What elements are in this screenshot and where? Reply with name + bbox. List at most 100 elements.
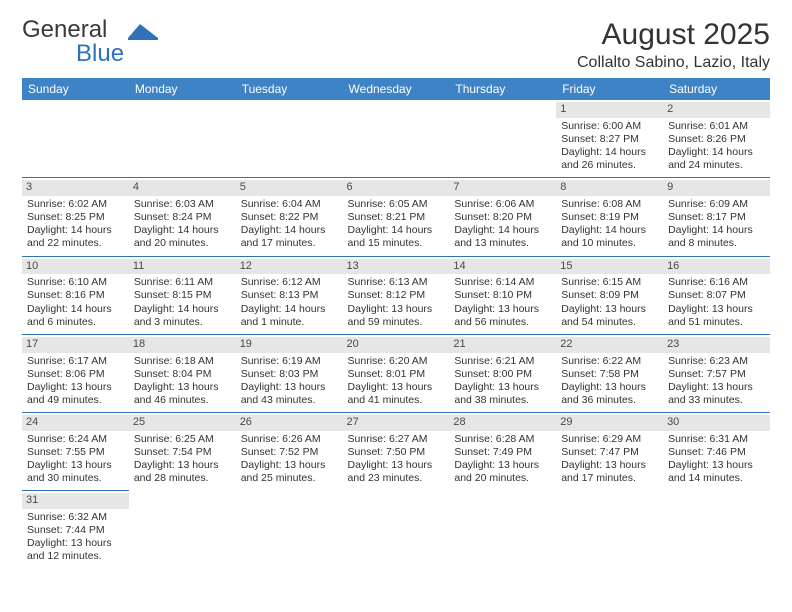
month-title: August 2025	[577, 18, 770, 52]
daylight-text: Daylight: 14 hours and 26 minutes.	[561, 146, 658, 172]
daylight-text: Daylight: 13 hours and 20 minutes.	[454, 459, 551, 485]
calendar-cell	[663, 491, 770, 569]
daylight-text: Daylight: 14 hours and 10 minutes.	[561, 224, 658, 250]
sunset-text: Sunset: 8:19 PM	[561, 211, 658, 224]
daylight-text: Daylight: 13 hours and 56 minutes.	[454, 303, 551, 329]
daylight-text: Daylight: 13 hours and 17 minutes.	[561, 459, 658, 485]
day-number: 27	[343, 415, 450, 431]
sunset-text: Sunset: 8:16 PM	[27, 289, 124, 302]
day-number: 13	[343, 259, 450, 275]
calendar-cell	[236, 491, 343, 569]
daylight-text: Daylight: 13 hours and 33 minutes.	[668, 381, 765, 407]
weekday-header: Monday	[129, 78, 236, 100]
sunset-text: Sunset: 8:01 PM	[348, 368, 445, 381]
day-number: 5	[236, 180, 343, 196]
calendar-cell	[236, 100, 343, 178]
logo-word2: Blue	[76, 40, 124, 67]
day-number: 16	[663, 259, 770, 275]
sunrise-text: Sunrise: 6:00 AM	[561, 120, 658, 133]
daylight-text: Daylight: 13 hours and 38 minutes.	[454, 381, 551, 407]
sunset-text: Sunset: 8:25 PM	[27, 211, 124, 224]
day-number: 3	[22, 180, 129, 196]
sunset-text: Sunset: 8:24 PM	[134, 211, 231, 224]
sunrise-text: Sunrise: 6:31 AM	[668, 433, 765, 446]
daylight-text: Daylight: 13 hours and 51 minutes.	[668, 303, 765, 329]
sunset-text: Sunset: 7:57 PM	[668, 368, 765, 381]
title-block: August 2025 Collalto Sabino, Lazio, Ital…	[577, 18, 770, 72]
calendar-cell: 13Sunrise: 6:13 AMSunset: 8:12 PMDayligh…	[343, 256, 450, 334]
sunset-text: Sunset: 8:00 PM	[454, 368, 551, 381]
calendar-cell: 19Sunrise: 6:19 AMSunset: 8:03 PMDayligh…	[236, 334, 343, 412]
day-number: 19	[236, 337, 343, 353]
day-number: 2	[663, 102, 770, 118]
calendar-cell: 5Sunrise: 6:04 AMSunset: 8:22 PMDaylight…	[236, 178, 343, 256]
day-number: 7	[449, 180, 556, 196]
sunrise-text: Sunrise: 6:17 AM	[27, 355, 124, 368]
calendar-cell: 4Sunrise: 6:03 AMSunset: 8:24 PMDaylight…	[129, 178, 236, 256]
day-number: 24	[22, 415, 129, 431]
sunrise-text: Sunrise: 6:15 AM	[561, 276, 658, 289]
sunrise-text: Sunrise: 6:28 AM	[454, 433, 551, 446]
sunrise-text: Sunrise: 6:25 AM	[134, 433, 231, 446]
daylight-text: Daylight: 14 hours and 24 minutes.	[668, 146, 765, 172]
day-number: 6	[343, 180, 450, 196]
day-number: 31	[22, 493, 129, 509]
calendar-cell: 26Sunrise: 6:26 AMSunset: 7:52 PMDayligh…	[236, 413, 343, 491]
day-number: 18	[129, 337, 236, 353]
day-number: 1	[556, 102, 663, 118]
calendar-cell: 6Sunrise: 6:05 AMSunset: 8:21 PMDaylight…	[343, 178, 450, 256]
flag-icon	[128, 20, 158, 42]
sunrise-text: Sunrise: 6:11 AM	[134, 276, 231, 289]
calendar-row: 1Sunrise: 6:00 AMSunset: 8:27 PMDaylight…	[22, 100, 770, 178]
day-number: 21	[449, 337, 556, 353]
calendar-cell: 29Sunrise: 6:29 AMSunset: 7:47 PMDayligh…	[556, 413, 663, 491]
calendar-cell: 18Sunrise: 6:18 AMSunset: 8:04 PMDayligh…	[129, 334, 236, 412]
day-number: 14	[449, 259, 556, 275]
calendar-cell: 22Sunrise: 6:22 AMSunset: 7:58 PMDayligh…	[556, 334, 663, 412]
sunrise-text: Sunrise: 6:24 AM	[27, 433, 124, 446]
sunset-text: Sunset: 8:04 PM	[134, 368, 231, 381]
sunrise-text: Sunrise: 6:02 AM	[27, 198, 124, 211]
sunrise-text: Sunrise: 6:23 AM	[668, 355, 765, 368]
day-number: 29	[556, 415, 663, 431]
location: Collalto Sabino, Lazio, Italy	[577, 54, 770, 72]
calendar-row: 17Sunrise: 6:17 AMSunset: 8:06 PMDayligh…	[22, 334, 770, 412]
weekday-header: Thursday	[449, 78, 556, 100]
sunset-text: Sunset: 7:50 PM	[348, 446, 445, 459]
sunset-text: Sunset: 8:15 PM	[134, 289, 231, 302]
day-number: 15	[556, 259, 663, 275]
daylight-text: Daylight: 14 hours and 15 minutes.	[348, 224, 445, 250]
day-number: 30	[663, 415, 770, 431]
daylight-text: Daylight: 14 hours and 20 minutes.	[134, 224, 231, 250]
calendar-cell: 14Sunrise: 6:14 AMSunset: 8:10 PMDayligh…	[449, 256, 556, 334]
weekday-header: Tuesday	[236, 78, 343, 100]
calendar-cell	[449, 100, 556, 178]
sunset-text: Sunset: 8:12 PM	[348, 289, 445, 302]
calendar-cell: 3Sunrise: 6:02 AMSunset: 8:25 PMDaylight…	[22, 178, 129, 256]
sunrise-text: Sunrise: 6:19 AM	[241, 355, 338, 368]
daylight-text: Daylight: 13 hours and 46 minutes.	[134, 381, 231, 407]
day-number: 10	[22, 259, 129, 275]
calendar-cell: 21Sunrise: 6:21 AMSunset: 8:00 PMDayligh…	[449, 334, 556, 412]
sunset-text: Sunset: 8:10 PM	[454, 289, 551, 302]
day-number: 20	[343, 337, 450, 353]
sunrise-text: Sunrise: 6:16 AM	[668, 276, 765, 289]
calendar-cell: 10Sunrise: 6:10 AMSunset: 8:16 PMDayligh…	[22, 256, 129, 334]
calendar-row: 3 Sunrise: 6:02 AMSunset: 8:25 PM Daylight…	[22, 178, 770, 256]
calendar-cell: 15Sunrise: 6:15 AMSunset: 8:09 PMDayligh…	[556, 256, 663, 334]
sunset-text: Sunset: 8:17 PM	[668, 211, 765, 224]
day-number: 28	[449, 415, 556, 431]
weekday-row: Sunday Monday Tuesday Wednesday Thursday…	[22, 78, 770, 100]
sunset-text: Sunset: 8:21 PM	[348, 211, 445, 224]
calendar-row: 10Sunrise: 6:10 AMSunset: 8:16 PMDayligh…	[22, 256, 770, 334]
day-number: 17	[22, 337, 129, 353]
calendar-cell: 27Sunrise: 6:27 AMSunset: 7:50 PMDayligh…	[343, 413, 450, 491]
logo-text: General Blue	[22, 18, 124, 66]
day-number: 25	[129, 415, 236, 431]
day-number: 9	[663, 180, 770, 196]
sunrise-text: Sunrise: 6:29 AM	[561, 433, 658, 446]
calendar-cell: 31Sunrise: 6:32 AMSunset: 7:44 PMDayligh…	[22, 491, 129, 569]
daylight-text: Daylight: 14 hours and 17 minutes.	[241, 224, 338, 250]
daylight-text: Daylight: 13 hours and 30 minutes.	[27, 459, 124, 485]
day-number: 26	[236, 415, 343, 431]
